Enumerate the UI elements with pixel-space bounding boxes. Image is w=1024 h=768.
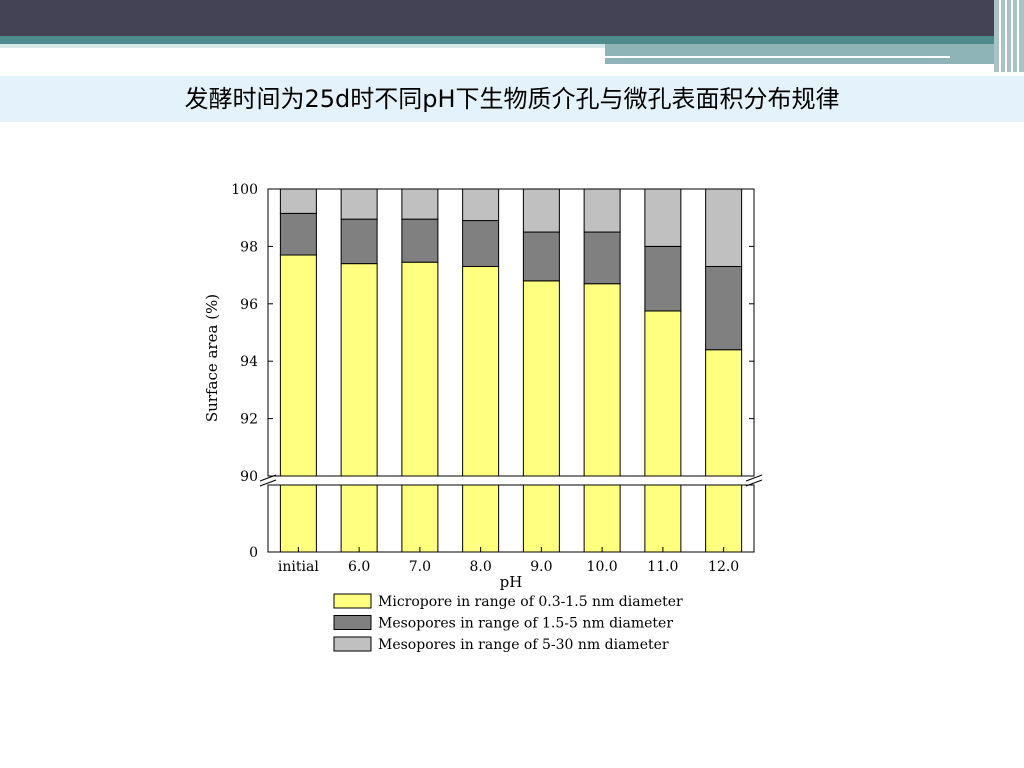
legend-swatch (333, 593, 372, 609)
bar-segment (644, 245, 682, 312)
axis-break-mark (259, 474, 277, 482)
x-tick-label: initial (278, 559, 319, 575)
header-decor-lines (994, 0, 1024, 72)
header-dark-bar (0, 0, 1024, 36)
header-stripe-right (605, 44, 1024, 64)
header-stripe-line (605, 56, 950, 58)
bar-segment (401, 484, 439, 553)
legend-label: Micropore in range of 0.3-1.5 nm diamete… (378, 594, 683, 610)
bar-segment (279, 188, 317, 214)
x-tick-label: 7.0 (409, 559, 431, 575)
bar-segment (644, 188, 682, 247)
y-tick-label: 0 (249, 545, 258, 561)
axis-break-mark (259, 479, 277, 487)
bar-segment (340, 263, 378, 477)
axis-break-mark (745, 474, 763, 482)
plot-frame-lower (267, 484, 755, 553)
bar-segment (583, 231, 621, 285)
slide-title: 发酵时间为25d时不同pH下生物质介孔与微孔表面积分布规律 (184, 85, 840, 113)
bar-segment (644, 310, 682, 477)
header-stripe (0, 44, 605, 48)
title-band (0, 76, 1024, 122)
bar-segment (522, 484, 560, 553)
bar-segment (522, 231, 560, 282)
x-tick-label: 9.0 (530, 559, 552, 575)
bar-segment (340, 218, 378, 265)
bar-segment (462, 484, 500, 553)
bar-segment (705, 484, 743, 553)
bar-segment (340, 484, 378, 553)
y-axis-label: Surface area (%) (203, 294, 221, 422)
bar-segment (705, 188, 743, 267)
bar-segment (522, 188, 560, 233)
plot-frame-upper (267, 188, 755, 477)
x-tick-label: 12.0 (708, 559, 739, 575)
bar-segment (705, 265, 743, 351)
bar-segment (522, 280, 560, 477)
bar-segment (644, 484, 682, 553)
bar-segment (279, 484, 317, 553)
axis-break-gap (260, 477, 762, 484)
bar-segment (401, 261, 439, 477)
axis-break-mark (745, 479, 763, 487)
bar-segment (462, 265, 500, 477)
bar-segment (462, 220, 500, 267)
x-tick-label: 6.0 (348, 559, 370, 575)
bar-segment (340, 188, 378, 220)
legend-label: Mesopores in range of 5-30 nm diameter (378, 637, 669, 653)
y-tick-label: 90 (240, 469, 258, 485)
x-tick-label: 10.0 (587, 559, 618, 575)
y-tick-label: 96 (240, 297, 258, 313)
bar-segment (583, 188, 621, 233)
legend-swatch (333, 615, 372, 630)
y-tick-label: 92 (240, 412, 258, 428)
y-tick-label: 100 (231, 182, 258, 198)
y-tick-label: 98 (240, 239, 258, 255)
legend-swatch (333, 636, 372, 652)
x-tick-label: 11.0 (647, 559, 678, 575)
header-teal-band (0, 36, 1024, 44)
y-tick-label: 94 (240, 354, 258, 370)
x-tick-label: 8.0 (469, 559, 491, 575)
bar-segment (705, 349, 743, 477)
bar-segment (583, 283, 621, 477)
bar-segment (401, 188, 439, 220)
x-axis-label: pH (500, 573, 523, 591)
bar-segment (279, 254, 317, 477)
bar-segment (583, 484, 621, 553)
bar-segment (279, 212, 317, 256)
bar-segment (462, 188, 500, 222)
bar-segment (401, 218, 439, 263)
legend-label: Mesopores in range of 1.5-5 nm diameter (378, 616, 673, 632)
